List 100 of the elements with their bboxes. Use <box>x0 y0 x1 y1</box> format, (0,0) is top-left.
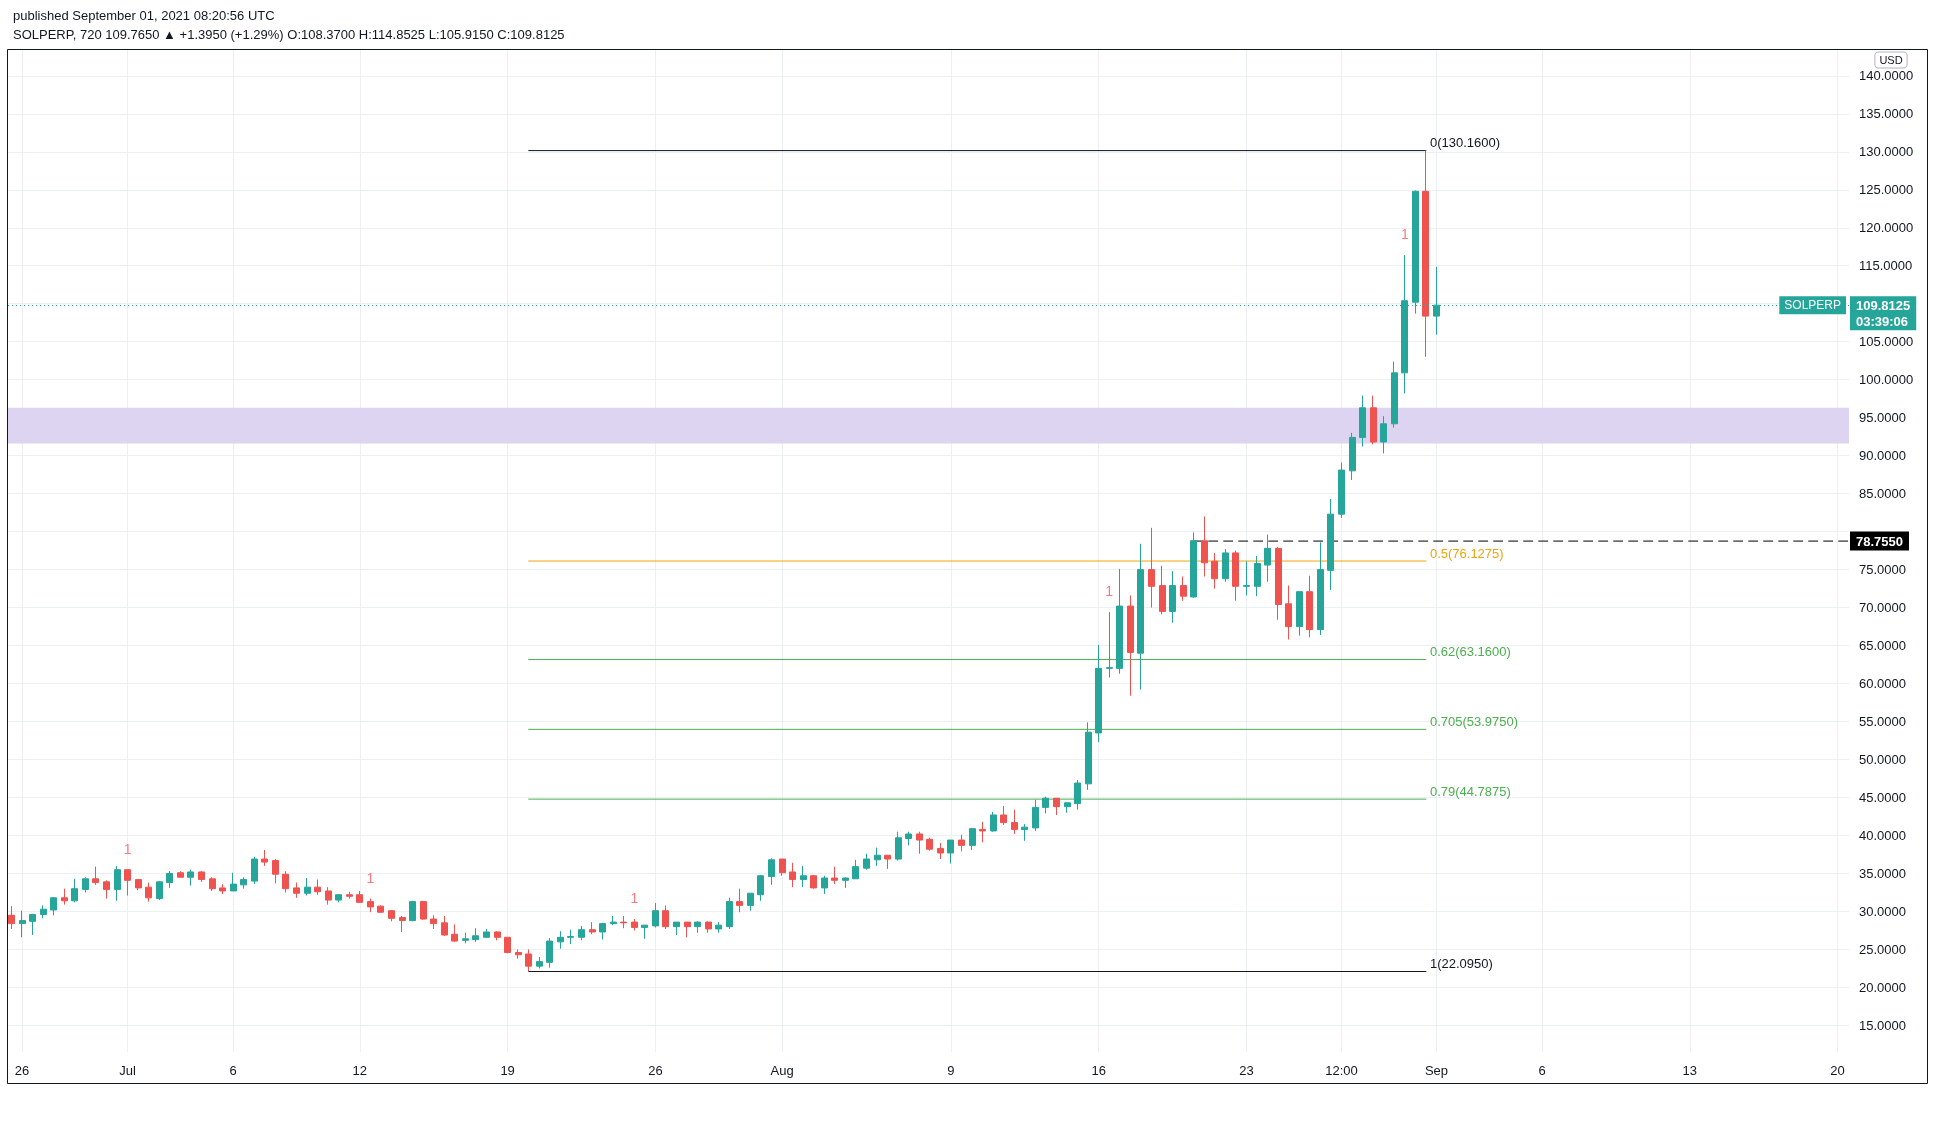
candlestick <box>367 898 374 913</box>
candlestick <box>1053 797 1060 816</box>
candlestick <box>979 821 986 843</box>
candlestick <box>388 909 395 922</box>
candlestick <box>1275 546 1282 621</box>
candlestick <box>863 853 870 871</box>
candlestick <box>504 936 511 954</box>
x-tick-label: 12 <box>352 1063 368 1078</box>
candlestick <box>1169 570 1176 624</box>
candlestick <box>852 859 859 880</box>
candlestick <box>451 923 458 943</box>
candlestick <box>1317 541 1324 636</box>
ref-line-label: SOLPERP <box>1784 298 1841 313</box>
candlestick <box>40 904 47 919</box>
candlestick <box>272 858 279 884</box>
x-tick-label: Jul <box>119 1063 137 1078</box>
candlestick <box>874 847 881 867</box>
candlestick <box>441 915 448 937</box>
candlestick <box>1021 823 1028 842</box>
candlestick <box>1285 585 1292 640</box>
y-tick-label: 65.0000 <box>1859 638 1906 654</box>
candlestick <box>462 932 469 944</box>
candlestick <box>1127 594 1134 697</box>
candlestick <box>831 866 838 885</box>
candlestick <box>662 904 669 930</box>
candlestick <box>166 870 173 889</box>
candlestick <box>1085 721 1092 791</box>
candlestick <box>1106 611 1113 678</box>
candlestick <box>1349 432 1356 481</box>
candlestick <box>1064 801 1071 814</box>
candlestick <box>420 900 427 921</box>
candlestick <box>1391 360 1398 429</box>
candlestick <box>726 897 733 930</box>
candlestick <box>409 900 416 922</box>
y-tick-label: 120.0000 <box>1859 220 1914 236</box>
y-tick-label: 90.0000 <box>1859 448 1906 464</box>
candlestick <box>926 837 933 852</box>
candlestick <box>293 882 300 899</box>
candlestick <box>219 883 226 895</box>
candlestick <box>546 937 553 969</box>
candlestick <box>1254 555 1261 597</box>
candlestick <box>114 865 121 902</box>
candlestick <box>620 915 627 929</box>
y-tick-label: 85.0000 <box>1859 486 1906 502</box>
x-tick-label: 6 <box>1538 1063 1546 1078</box>
x-tick-label: 9 <box>947 1063 955 1078</box>
candlestick <box>684 921 691 938</box>
candlestick <box>399 915 406 933</box>
series-label: 78.7550 <box>1856 533 1903 549</box>
annotation: 1 <box>123 840 132 857</box>
candlestick <box>50 896 57 916</box>
candlestick <box>483 928 490 938</box>
x-tick-label: 6 <box>229 1063 237 1078</box>
candlestick <box>1137 543 1144 691</box>
candlestick <box>990 811 997 833</box>
candlestick <box>346 891 353 900</box>
candlestick <box>1338 462 1345 519</box>
candlestick <box>631 918 638 931</box>
text: 109.8125 <box>1856 297 1911 313</box>
candlestick <box>1243 560 1250 596</box>
candlestick <box>842 876 849 889</box>
candlestick <box>810 874 817 890</box>
candlestick <box>1232 550 1239 602</box>
candlestick <box>356 890 363 903</box>
candlestick <box>641 924 648 940</box>
x-tick-label: 23 <box>1239 1063 1254 1078</box>
y-tick-label: 20.0000 <box>1859 979 1906 995</box>
candlestick <box>92 866 99 886</box>
y-tick-label: 25.0000 <box>1859 941 1906 957</box>
candlestick <box>1359 395 1366 448</box>
candlestick <box>715 921 722 934</box>
candlestick <box>8 905 15 930</box>
candlestick <box>103 879 110 900</box>
candlestick <box>694 920 701 934</box>
candlestick <box>610 915 617 926</box>
candlestick <box>251 856 258 885</box>
candlestick <box>1222 548 1229 583</box>
series-label: 0.79(44.7875) <box>1429 783 1511 799</box>
candlestick <box>567 929 574 945</box>
candlestick <box>335 893 342 903</box>
candlestick <box>1011 809 1018 835</box>
x-tick-label: 13 <box>1682 1063 1698 1078</box>
candlestick <box>947 839 954 865</box>
candlestick <box>768 857 775 886</box>
x-tick-label: 16 <box>1091 1063 1106 1078</box>
candlestick <box>652 902 659 928</box>
candlestick <box>757 874 764 902</box>
x-tick-label: Sep <box>1424 1063 1449 1078</box>
candlestick <box>377 904 384 914</box>
y-tick-label: 135.0000 <box>1859 106 1914 122</box>
candlestick <box>1000 805 1007 826</box>
candlestick <box>19 910 26 938</box>
candlestick <box>177 870 184 878</box>
y-tick-label: 75.0000 <box>1859 562 1906 578</box>
candlestick <box>1095 644 1102 743</box>
candlestick <box>557 930 564 950</box>
text: 03:39:06 <box>1856 313 1909 329</box>
x-tick-label: 26 <box>14 1063 30 1078</box>
x-tick-label: 26 <box>648 1063 663 1078</box>
y-tick-label: 15.0000 <box>1859 1017 1906 1033</box>
